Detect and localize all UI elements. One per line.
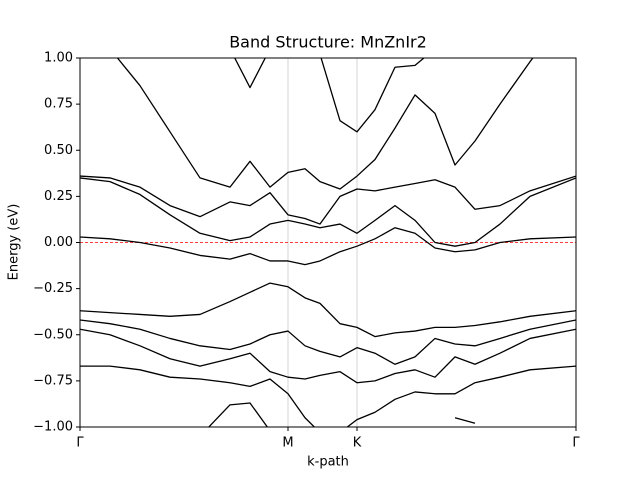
- x-tick-label: K: [353, 436, 362, 451]
- y-tick-label: 1.00: [44, 51, 73, 66]
- bands: [80, 58, 576, 427]
- y-tick-label: 0.00: [44, 235, 73, 250]
- band-line: [80, 227, 576, 266]
- band-line: [80, 177, 576, 247]
- band-line: [80, 282, 576, 338]
- band-line: [80, 319, 576, 365]
- y-tick-label: 0.50: [44, 143, 73, 158]
- y-tick-label: −0.75: [33, 373, 73, 388]
- chart-title: Band Structure: MnZnIr2: [229, 33, 427, 52]
- band-line: [234, 58, 425, 133]
- x-tick-label: M: [282, 436, 293, 451]
- band-line: [80, 328, 576, 384]
- band-line: [80, 365, 576, 427]
- y-tick-label: −1.00: [33, 420, 73, 435]
- x-tick-label: Γ: [572, 436, 580, 451]
- y-tick-label: −0.50: [33, 327, 73, 342]
- x-tick-label: Γ: [76, 436, 84, 451]
- x-axis-label: k-path: [307, 455, 349, 470]
- y-axis-label: Energy (eV): [7, 204, 22, 281]
- y-tick-label: −0.25: [33, 281, 73, 296]
- y-tick-label: 0.25: [44, 189, 73, 204]
- band-line: [80, 175, 576, 225]
- ticks: −1.00 −0.75 −0.50 −0.25 0.00 0.25 0.50 0.75 1.00…: [33, 51, 580, 451]
- band-line: [116, 58, 534, 190]
- band-line: [207, 402, 476, 427]
- y-tick-label: 0.75: [44, 97, 73, 112]
